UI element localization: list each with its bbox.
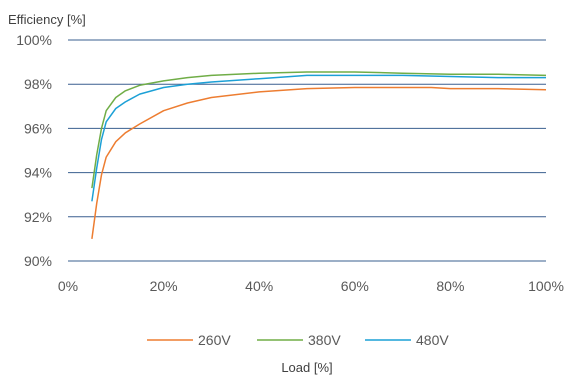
y-tick-label: 92% — [24, 209, 52, 225]
series-line-260V — [91, 86, 547, 240]
y-tick-label: 94% — [24, 165, 52, 181]
series-lines — [91, 71, 547, 240]
x-tick-label: 60% — [341, 278, 369, 294]
x-tick-label: 100% — [528, 278, 564, 294]
y-tick-label: 98% — [24, 76, 52, 92]
series-line-380V — [91, 71, 547, 189]
y-tick-label: 90% — [24, 253, 52, 269]
gridlines — [68, 39, 546, 218]
legend-label: 260V — [198, 332, 231, 348]
x-axis-label: Load [%] — [281, 360, 332, 375]
y-tick-label: 96% — [24, 120, 52, 136]
series-line-480V — [91, 74, 546, 202]
x-tick-label: 20% — [150, 278, 178, 294]
legend-label: 380V — [308, 332, 341, 348]
y-tick-label: 100% — [16, 32, 52, 48]
x-tick-label: 80% — [436, 278, 464, 294]
x-tick-label: 0% — [58, 278, 78, 294]
legend-label: 480V — [416, 332, 449, 348]
y-axis-label: Efficiency [%] — [8, 12, 86, 27]
legend: 260V 380V 480V — [147, 332, 449, 348]
x-tick-labels: 0% 20% 40% 60% 80% 100% — [58, 278, 564, 294]
x-tick-label: 40% — [245, 278, 273, 294]
y-tick-labels: 90% 92% 94% 96% 98% 100% — [16, 32, 52, 269]
